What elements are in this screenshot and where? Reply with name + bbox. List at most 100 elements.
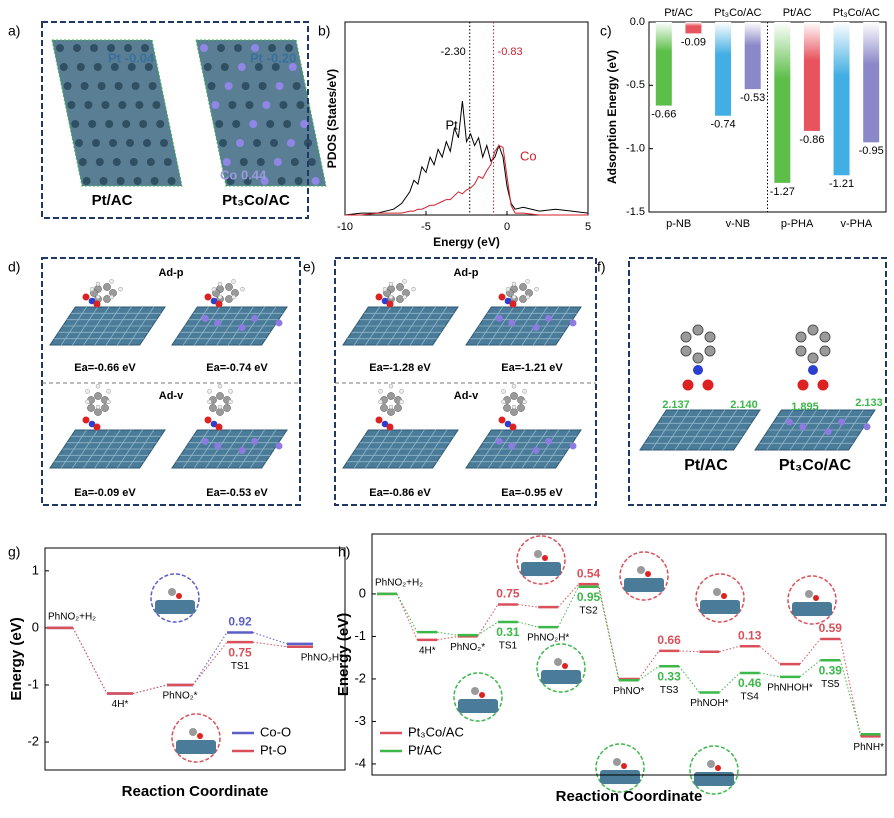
molecule xyxy=(204,279,245,308)
atom xyxy=(621,763,627,769)
connector xyxy=(799,659,821,678)
atom xyxy=(680,331,692,343)
connector xyxy=(557,586,579,628)
molecule xyxy=(498,279,539,308)
atom xyxy=(105,120,114,128)
inset xyxy=(695,573,745,623)
value-label: -0.74 xyxy=(711,119,736,131)
connector xyxy=(557,583,579,608)
slab-line xyxy=(409,429,436,469)
atom xyxy=(682,379,694,391)
atom xyxy=(226,177,235,185)
barrier-label: 0.95 xyxy=(577,590,601,604)
connector xyxy=(517,621,539,628)
atom xyxy=(207,399,212,405)
panel-label: e) xyxy=(303,259,315,275)
connector xyxy=(477,604,499,637)
energy-label: Ea=-0.66 eV xyxy=(74,362,136,374)
y-tick-label: -1 xyxy=(354,628,366,643)
step-label: PhNH* xyxy=(853,742,884,753)
panel-label: g) xyxy=(8,544,20,560)
atom xyxy=(237,63,246,71)
atom xyxy=(243,177,252,185)
slab-line xyxy=(105,306,132,346)
connector xyxy=(192,632,228,686)
step-label: PhNO₂* xyxy=(450,642,485,653)
co-atom xyxy=(238,447,246,455)
slab-line xyxy=(709,409,737,451)
atom xyxy=(808,365,818,375)
y-axis-title: Adsorption Energy (eV) xyxy=(605,50,619,184)
co-atom xyxy=(532,447,540,455)
step-label: TS1 xyxy=(231,661,250,672)
atom xyxy=(471,687,479,695)
co-atom xyxy=(545,437,553,445)
atom xyxy=(152,101,161,109)
atom xyxy=(479,692,485,698)
mode-label: Ad-p xyxy=(453,267,478,279)
slab-line xyxy=(398,429,425,469)
slab-line xyxy=(60,306,87,346)
atom xyxy=(387,392,395,400)
structure-name: Pt/AC xyxy=(92,192,133,209)
atom xyxy=(534,550,542,558)
slab-line xyxy=(721,409,749,451)
step-label: TS5 xyxy=(821,679,840,690)
barrier-label: 0.66 xyxy=(657,633,681,647)
inset xyxy=(787,575,837,625)
connector xyxy=(72,627,108,694)
slab-line xyxy=(663,409,691,451)
atom xyxy=(88,297,96,305)
co-atom xyxy=(201,437,209,445)
slab-line xyxy=(105,429,132,469)
atom xyxy=(139,120,148,128)
co-atom xyxy=(785,418,793,426)
atom xyxy=(692,324,704,336)
atom xyxy=(402,279,407,284)
y-tick-label: 0 xyxy=(32,619,39,634)
panel-label: c) xyxy=(600,23,612,39)
barrier-label: 0.59 xyxy=(819,621,843,635)
atom xyxy=(511,281,517,287)
atom xyxy=(268,44,276,52)
co-atom xyxy=(275,442,283,450)
atom xyxy=(240,286,245,292)
atom xyxy=(287,139,295,147)
slab-line xyxy=(476,429,503,469)
atom xyxy=(217,281,223,287)
y-tick-label: -0.5 xyxy=(626,79,645,91)
atom xyxy=(388,383,394,389)
atom xyxy=(501,389,506,394)
slab-line xyxy=(250,429,277,469)
atom xyxy=(285,44,293,52)
connector xyxy=(719,645,740,653)
inset-slab xyxy=(155,600,195,614)
atom xyxy=(525,279,530,284)
step-label: PhNOH* xyxy=(690,698,728,709)
atom xyxy=(90,44,98,52)
atom xyxy=(203,63,212,71)
atom xyxy=(110,63,119,71)
step-label: PhNO₂+H₂ xyxy=(375,578,423,589)
atom xyxy=(283,120,292,128)
bar xyxy=(863,22,880,143)
atom xyxy=(375,293,383,301)
atom xyxy=(245,101,254,109)
atom xyxy=(85,399,90,405)
bond-length: 2.133 xyxy=(855,397,883,409)
atom xyxy=(216,392,224,400)
inset xyxy=(453,672,503,722)
atom xyxy=(225,283,233,291)
slab-line xyxy=(387,429,414,469)
slab-line xyxy=(116,429,143,469)
atom xyxy=(101,404,109,412)
slab-line xyxy=(801,409,829,451)
atom xyxy=(95,294,101,300)
panel-label: d) xyxy=(8,259,20,275)
atom xyxy=(88,420,96,428)
atom xyxy=(253,139,261,147)
step-label: PhNO₂H* xyxy=(527,633,569,644)
atom xyxy=(522,389,527,394)
atom xyxy=(411,286,416,292)
atom xyxy=(271,63,280,71)
